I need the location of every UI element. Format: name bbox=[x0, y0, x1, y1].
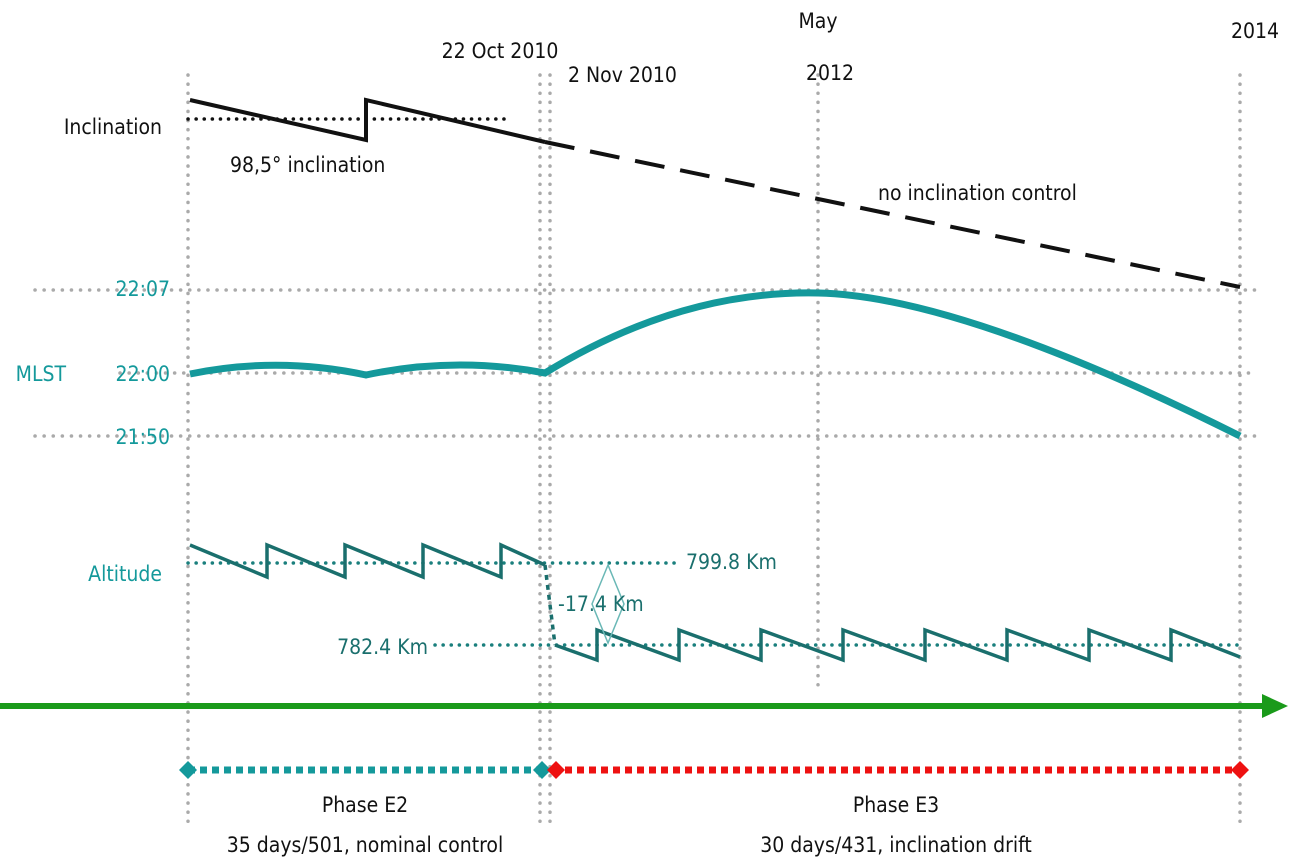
phase-description: 35 days/501, nominal control bbox=[227, 833, 503, 857]
inclination-lines bbox=[186, 97, 1241, 289]
timeline-arrow bbox=[0, 694, 1288, 718]
mlst-curve bbox=[189, 289, 1242, 440]
date-label: 2 Nov 2010 bbox=[568, 63, 677, 87]
row-label: MLST bbox=[16, 362, 67, 386]
altitude-lines bbox=[186, 542, 1242, 663]
phase-name: Phase E3 bbox=[853, 793, 939, 817]
date-label: May bbox=[798, 9, 837, 33]
phase-name: Phase E2 bbox=[322, 793, 408, 817]
row-label: Altitude bbox=[88, 562, 162, 586]
row-label: Inclination bbox=[64, 115, 162, 139]
annotation: no inclination control bbox=[878, 181, 1077, 205]
level-label: 22:00 bbox=[116, 362, 170, 386]
date-label: 22 Oct 2010 bbox=[442, 39, 559, 63]
level-label: 21:50 bbox=[116, 425, 170, 449]
annotation: -17.4 Km bbox=[558, 592, 644, 616]
phase-bars bbox=[179, 761, 1249, 779]
date-label: 2012 bbox=[806, 61, 854, 85]
phase-description: 30 days/431, inclination drift bbox=[760, 833, 1032, 857]
date-label: 2014 bbox=[1231, 19, 1279, 43]
annotation: 98,5° inclination bbox=[230, 153, 385, 177]
level-label: 22:07 bbox=[116, 277, 170, 301]
annotation: 782.4 Km bbox=[337, 635, 428, 659]
annotation: 799.8 Km bbox=[686, 550, 777, 574]
